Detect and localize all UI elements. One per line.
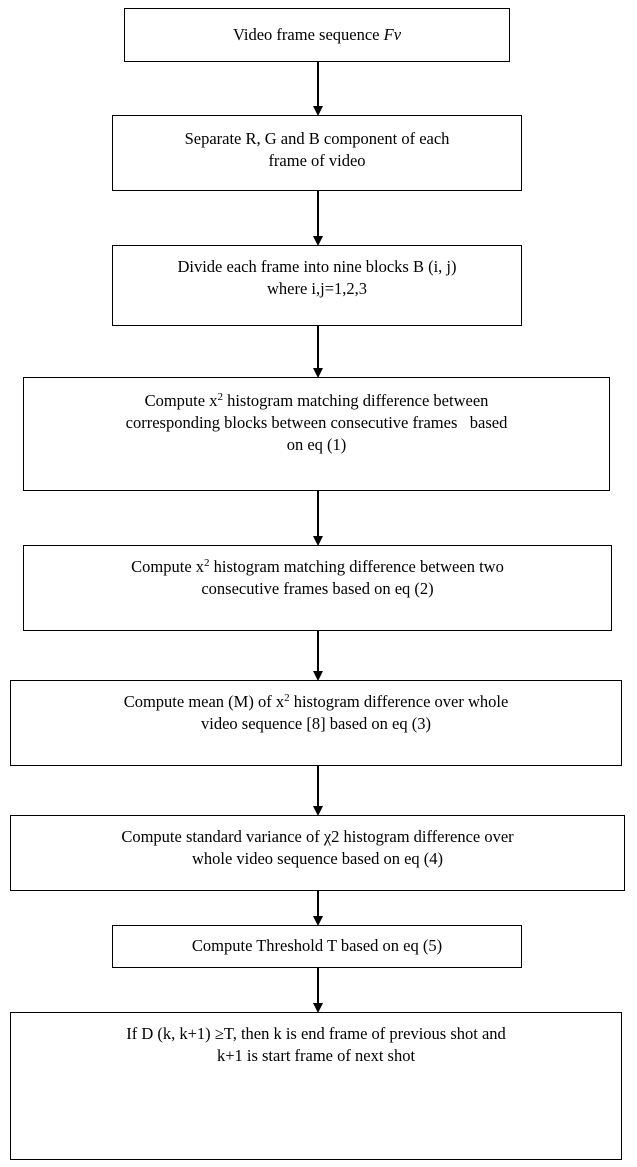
text: Compute mean (M) of x bbox=[123, 692, 285, 711]
step-line: k+1 is start frame of next shot bbox=[216, 1046, 416, 1065]
step-box: If D (k, k+1) ≥T, then k is end frame of… bbox=[10, 1012, 622, 1160]
text: histogram matching difference between bbox=[222, 391, 489, 410]
step-box: Video frame sequence Fv bbox=[124, 8, 510, 62]
step-line: whole video sequence based on eq (4) bbox=[191, 849, 444, 868]
step-line: frame of video bbox=[268, 151, 366, 170]
step-line: Compute x2 histogram matching difference… bbox=[24, 390, 609, 412]
text: 2 bbox=[284, 692, 290, 704]
text: Compute x bbox=[144, 391, 218, 410]
step-line: If D (k, k+1) ≥T, then k is end frame of… bbox=[126, 1024, 506, 1043]
step-line: Separate R, G and B component of each bbox=[184, 129, 450, 148]
step-line: Video frame sequence Fv bbox=[125, 24, 509, 46]
text: Video frame sequence bbox=[232, 25, 384, 44]
step-box: Compute mean (M) of x2 histogram differe… bbox=[10, 680, 622, 766]
step-line: Compute x2 histogram matching difference… bbox=[24, 556, 611, 578]
step-line: consecutive frames based on eq (2) bbox=[201, 579, 434, 598]
text: Fv bbox=[383, 25, 402, 44]
step-box: Compute x2 histogram matching difference… bbox=[23, 545, 612, 631]
text: 2 bbox=[217, 391, 223, 403]
text: 2 bbox=[204, 557, 210, 569]
step-line: Compute mean (M) of x2 histogram differe… bbox=[11, 691, 621, 713]
step-box: Compute standard variance of χ2 histogra… bbox=[10, 815, 625, 891]
step-line: Compute Threshold T based on eq (5) bbox=[191, 936, 443, 955]
text: Compute x bbox=[131, 557, 205, 576]
step-line: on eq (1) bbox=[286, 435, 347, 454]
step-line: video sequence [8] based on eq (3) bbox=[201, 714, 431, 733]
step-line: Divide each frame into nine blocks B (i,… bbox=[177, 257, 457, 276]
step-line: where i,j=1,2,3 bbox=[266, 279, 368, 298]
text: histogram matching difference between tw… bbox=[209, 557, 504, 576]
text: histogram difference over whole bbox=[289, 692, 509, 711]
step-box: Compute x2 histogram matching difference… bbox=[23, 377, 610, 491]
step-line: Compute standard variance of χ2 histogra… bbox=[121, 827, 514, 846]
step-box: Compute Threshold T based on eq (5) bbox=[112, 925, 522, 968]
step-box: Separate R, G and B component of each fr… bbox=[112, 115, 522, 191]
step-box: Divide each frame into nine blocks B (i,… bbox=[112, 245, 522, 326]
step-line: corresponding blocks between consecutive… bbox=[125, 413, 508, 432]
